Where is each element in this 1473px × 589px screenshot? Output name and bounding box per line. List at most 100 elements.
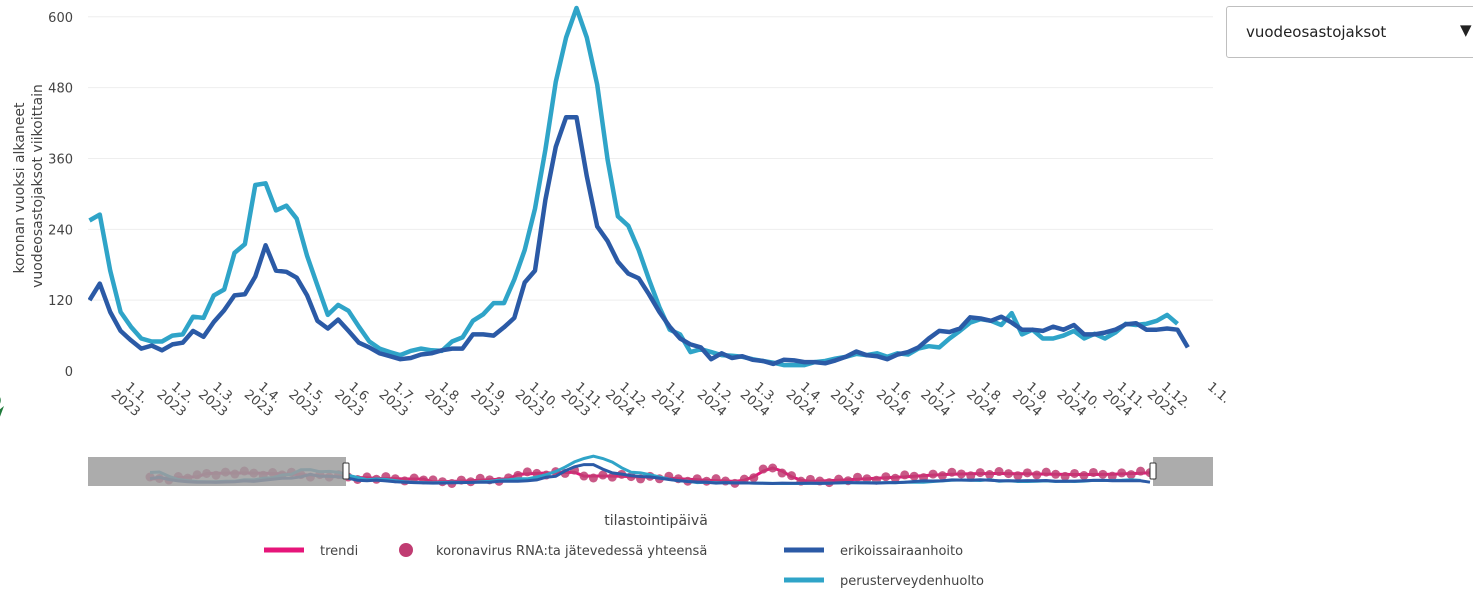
rangeslider-marker	[1051, 469, 1061, 479]
x-tick-label-day: 1.1.	[1204, 380, 1233, 407]
x-tick-label: 1.3.2023	[195, 380, 238, 420]
rangeslider-marker	[966, 471, 976, 481]
x-tick-label: 1.2.2024	[694, 380, 737, 420]
rangeslider-marker	[853, 472, 863, 482]
x-tick-label: 1.5.2023	[285, 380, 328, 420]
x-tick-labels: 1.1.2023 1.2.2023 1.3.2023 1.4.2023 1.5.2023…	[108, 380, 1233, 420]
logo-icon	[0, 397, 4, 417]
y-axis-title-line-2: vuodeosastojaksot viikoittain	[30, 84, 46, 288]
legend-item[interactable]: trendi	[264, 544, 358, 559]
rangeslider-marker	[928, 469, 938, 479]
rangeslider-marker	[890, 473, 900, 483]
rangeslider-marker	[881, 472, 891, 482]
rangeslider-marker	[1117, 468, 1127, 478]
y-tick-label: 600	[48, 11, 73, 26]
x-tick-label: 1.4.2024	[783, 380, 826, 420]
series-select-dropdown[interactable]: vuodeosastojaksot ▼	[1226, 6, 1473, 58]
x-tick-label: 1.8.2023	[422, 380, 465, 420]
rangeslider-marker	[588, 473, 598, 483]
rangeslider-marker	[956, 469, 966, 479]
y-tick-label: 0	[65, 365, 73, 380]
x-tick-label: 1.4.2023	[241, 380, 284, 420]
dropdown-selected-value: vuodeosastojaksot	[1246, 23, 1387, 41]
plot-lines	[88, 5, 1190, 368]
legend-item[interactable]: erikoissairaanhoito	[784, 544, 963, 559]
rangeslider-marker	[579, 471, 589, 481]
rangeslider-marker	[1022, 468, 1032, 478]
legend-label: erikoissairaanhoito	[840, 544, 963, 559]
rangeslider-marker	[1013, 471, 1023, 481]
x-tick-label: 1.6.2024	[873, 380, 916, 420]
rangeslider-marker	[598, 470, 608, 480]
x-tick-label: 1.11.2024	[1100, 380, 1149, 420]
x-tick-label: 1.9.2024	[1009, 380, 1052, 420]
x-tick-label: 1.1.2024	[648, 380, 691, 420]
rangeslider-marker	[1088, 467, 1098, 477]
y-gridlines	[88, 16, 1213, 301]
x-axis-title: tilastointipäivä	[604, 513, 708, 529]
y-tick-label: 120	[48, 294, 73, 309]
rangeslider-marker	[994, 467, 1004, 477]
series-line-perusterveydenhuolto	[88, 5, 1179, 368]
legend-item[interactable]: koronavirus RNA:ta jätevedessä yhteensä	[399, 543, 707, 559]
rangeslider-marker	[1107, 471, 1117, 481]
rangeslider-marker	[749, 473, 759, 483]
rangeslider-marker	[758, 464, 768, 474]
x-tick-label: 1.7.2023	[376, 380, 419, 420]
rangeslider-marker	[985, 470, 995, 480]
x-tick-label: 1.10.2024	[1054, 380, 1103, 420]
x-tick-label: 1.6.2023	[331, 380, 374, 420]
rangeslider-handle-right[interactable]	[1149, 462, 1157, 480]
rangeslider-handle-left[interactable]	[342, 462, 350, 480]
y-tick-labels: 0 120 240 360 480 600	[48, 11, 73, 380]
rangeslider-marker	[805, 474, 815, 484]
x-tick-label: 1.12.2025	[1144, 380, 1193, 420]
x-tick-label: 1.7.2024	[917, 380, 960, 420]
x-tick-label: 1.12.2024	[602, 380, 651, 420]
rangeslider-marker	[711, 474, 721, 484]
x-tick-label: 1.1.2023	[108, 380, 151, 420]
x-tick-label: 1.11.2023	[558, 380, 607, 420]
rangeslider-marker	[607, 472, 617, 482]
rangeslider-marker	[900, 470, 910, 480]
rangeslider-marker	[1070, 468, 1080, 478]
rangeslider-marker	[1032, 470, 1042, 480]
rangeslider-marker	[787, 471, 797, 481]
legend-label: trendi	[320, 544, 358, 559]
y-axis-title-line-1: koronan vuoksi alkaneet	[12, 102, 28, 273]
rangeslider-marker	[522, 467, 532, 477]
x-tick-label: 1.2.2023	[154, 380, 197, 420]
rangeslider-marker	[1003, 469, 1013, 479]
rangeslider-mask-left	[88, 457, 346, 486]
rangeslider-marker	[1060, 471, 1070, 481]
y-tick-label: 360	[48, 152, 73, 167]
range-slider[interactable]	[88, 454, 1213, 488]
y-tick-label: 240	[48, 223, 73, 238]
x-tick-label: 1.9.2023	[467, 380, 510, 420]
legend-label: koronavirus RNA:ta jätevedessä yhteensä	[436, 544, 707, 559]
legend-item[interactable]: perusterveydenhuolto	[784, 574, 984, 589]
x-tick-label: 1.8.2024	[963, 380, 1006, 420]
rangeslider-marker	[909, 471, 919, 481]
rangeslider-marker	[1126, 470, 1136, 480]
triangle-down-icon: ▼	[1460, 21, 1472, 39]
x-tick-label: 1.10.2023	[512, 380, 561, 420]
x-tick-label: 1.1.	[1204, 380, 1233, 407]
legend-label: perusterveydenhuolto	[840, 574, 984, 589]
legend-swatch	[399, 543, 413, 557]
rangeslider-marker	[937, 471, 947, 481]
series-line-erikoissairaanhoito	[88, 114, 1190, 367]
rangeslider-marker	[768, 463, 778, 473]
rangeslider-marker	[975, 468, 985, 478]
y-tick-label: 480	[48, 82, 73, 97]
rangeslider-marker	[409, 473, 419, 483]
rangeslider-mask-right	[1153, 457, 1213, 486]
x-tick-label: 1.3.2024	[737, 380, 780, 420]
rangeslider-marker	[1041, 467, 1051, 477]
rangeslider-marker	[862, 474, 872, 484]
legend: trendi koronavirus RNA:ta jätevedessä yht…	[264, 543, 984, 589]
x-tick-label: 1.5.2024	[827, 380, 870, 420]
rangeslider-marker	[777, 468, 787, 478]
rangeslider-marker	[1098, 469, 1108, 479]
